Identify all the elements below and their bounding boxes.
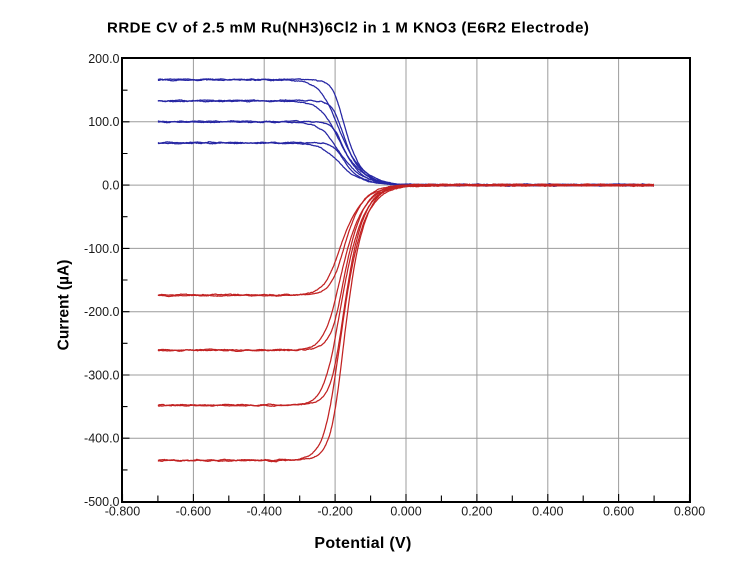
- svg-text:0.600: 0.600: [603, 505, 634, 519]
- svg-text:-0.200: -0.200: [317, 505, 352, 519]
- svg-text:0.400: 0.400: [532, 505, 563, 519]
- svg-text:RRDE CV of 2.5 mM Ru(NH3)6Cl2: RRDE CV of 2.5 mM Ru(NH3)6Cl2 in 1 M KNO…: [107, 19, 589, 36]
- svg-text:-0.800: -0.800: [105, 505, 140, 519]
- svg-text:-500.0: -500.0: [84, 495, 119, 509]
- svg-text:-200.0: -200.0: [84, 305, 119, 319]
- svg-text:0.200: 0.200: [461, 505, 492, 519]
- svg-text:0.000: 0.000: [390, 505, 421, 519]
- svg-text:100.0: 100.0: [88, 115, 119, 129]
- svg-text:Current (µA): Current (µA): [56, 260, 73, 351]
- svg-text:-0.400: -0.400: [246, 505, 281, 519]
- svg-text:200.0: 200.0: [88, 52, 119, 66]
- svg-text:0.800: 0.800: [674, 505, 705, 519]
- svg-text:-400.0: -400.0: [84, 432, 119, 446]
- svg-text:Potential (V): Potential (V): [314, 535, 411, 552]
- svg-text:-100.0: -100.0: [84, 242, 119, 256]
- svg-text:0.0: 0.0: [102, 179, 119, 193]
- svg-text:-0.600: -0.600: [176, 505, 211, 519]
- svg-text:-300.0: -300.0: [84, 368, 119, 382]
